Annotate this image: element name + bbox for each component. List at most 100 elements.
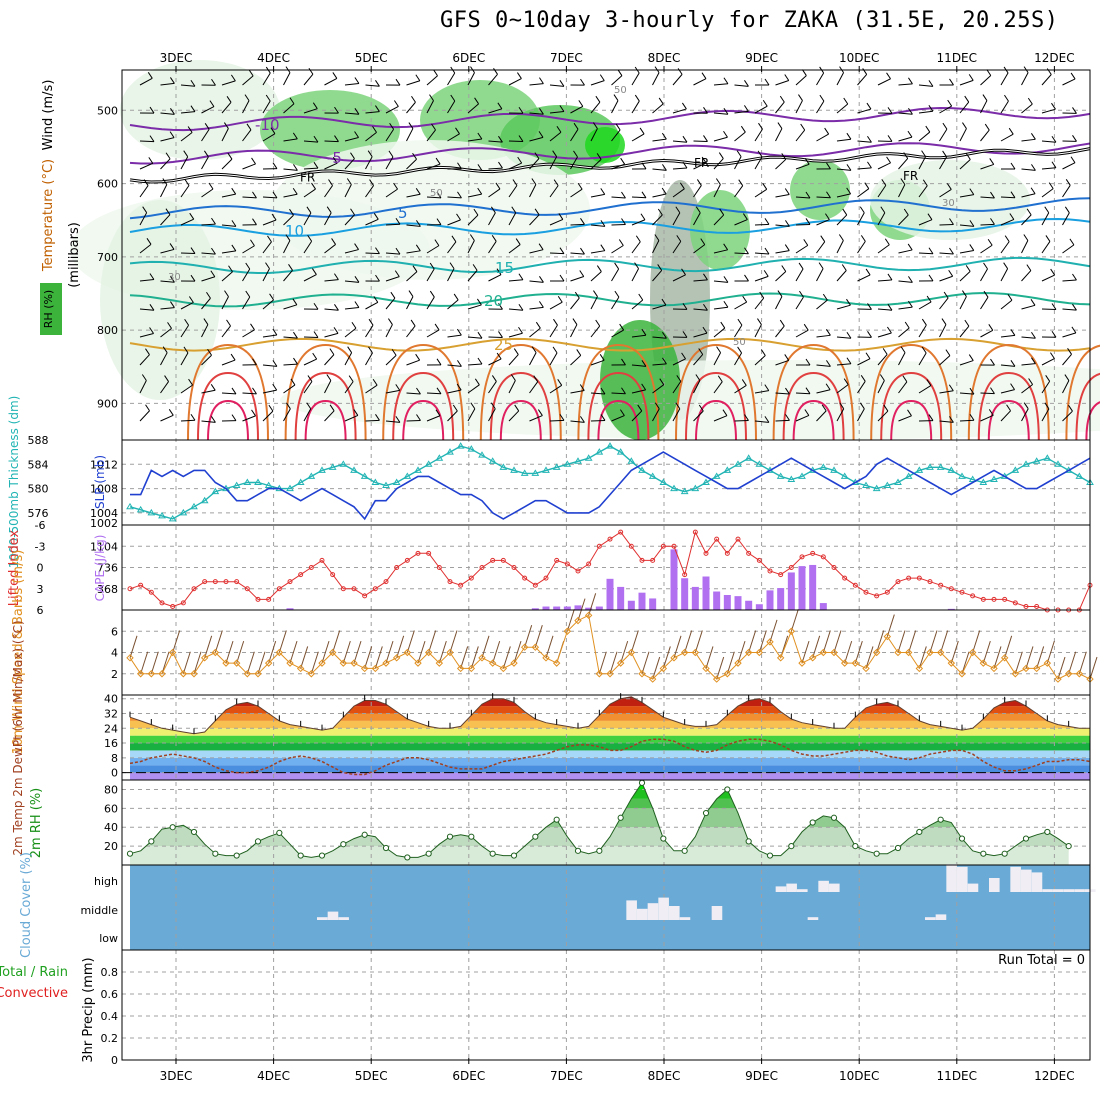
- wind-barb: [283, 103, 295, 114]
- warm-contour: [587, 371, 650, 441]
- wind-barb: [672, 140, 687, 143]
- wind-speed-point: [798, 659, 806, 667]
- wind-barb-10m: [1046, 640, 1055, 664]
- wind-barb: [570, 355, 582, 366]
- wind-barb: [447, 100, 456, 114]
- wind-barb-feather: [881, 179, 887, 186]
- wind-barb-feather: [1067, 348, 1072, 355]
- wind-barb: [1021, 72, 1029, 86]
- lifted-index-point: [863, 589, 869, 595]
- wind-barb: [344, 327, 357, 338]
- wind-barb-feather: [989, 158, 995, 165]
- wind-barb: [344, 352, 353, 366]
- wind-barb-feather: [577, 182, 583, 190]
- wind-barb: [262, 299, 274, 310]
- wind-barb-feather: [490, 402, 496, 410]
- wind-speed-point: [990, 664, 998, 673]
- wind-barb-feather: [941, 318, 947, 325]
- pressure-tick: 900: [97, 397, 118, 410]
- wind-barb-feather: [498, 303, 503, 310]
- wind-barb: [734, 219, 748, 226]
- wind-barb: [344, 249, 359, 254]
- precip-tick: 0.6: [101, 988, 119, 1001]
- wind-barb-feather: [1010, 360, 1016, 367]
- wind-barb: [816, 389, 831, 394]
- wind-barb: [857, 74, 868, 86]
- lifted-index-point: [287, 579, 293, 585]
- lifted-index-point: [415, 550, 421, 556]
- wind-barb-feather: [457, 360, 462, 367]
- wind-barb: [426, 245, 440, 254]
- wind-barb: [1062, 410, 1073, 422]
- rh2m-point: [361, 831, 368, 838]
- wind-barb-feather: [701, 156, 707, 164]
- wind-barb: [754, 297, 765, 310]
- wind-barb-feather: [886, 156, 891, 164]
- wind-barb: [139, 243, 152, 254]
- wind-barb: [221, 325, 231, 338]
- temp-band: [130, 706, 1090, 714]
- wind-speed-point: [894, 648, 902, 657]
- wind-barb: [1021, 408, 1029, 422]
- wind-barb-10m: [790, 609, 799, 632]
- wind-barb: [713, 280, 728, 283]
- wind-speed-point: [915, 664, 924, 673]
- wind-speed-point: [414, 659, 422, 667]
- wind-barb-feather: [779, 95, 785, 103]
- wind-barb: [590, 359, 605, 366]
- wind-barb-feather: [477, 331, 483, 339]
- wind-barb-feather: [1070, 72, 1076, 80]
- temp-tick: 0: [111, 767, 118, 780]
- wind-barb: [693, 354, 704, 366]
- wind-barb-feather: [1072, 303, 1077, 311]
- wind-barb-feather: [531, 346, 537, 353]
- wind-barb: [652, 214, 663, 226]
- wind-barb-feather: [943, 291, 949, 299]
- thickness-point: [371, 478, 380, 485]
- wind-barb-feather: [206, 291, 211, 299]
- wind-barb: [447, 72, 456, 86]
- wind-barb: [570, 420, 585, 423]
- wind-barb: [754, 188, 767, 198]
- wind-barb: [447, 334, 462, 338]
- wind-barb-feather: [434, 239, 440, 246]
- wind-barb-feather: [469, 234, 475, 241]
- wind-barb: [365, 218, 379, 226]
- wind-speed-point: [126, 654, 134, 662]
- cape-bar: [574, 605, 582, 610]
- wind-barb-feather: [820, 235, 826, 242]
- thickness-point: [798, 472, 806, 479]
- wind-barb-10m: [620, 640, 629, 664]
- date-label-bottom: 3DEC: [160, 1069, 193, 1083]
- rh2m-point: [830, 814, 838, 821]
- wind-barb: [939, 156, 948, 170]
- precip-legend-total: Total / Rain: [0, 965, 68, 980]
- rh2m-point: [574, 847, 582, 854]
- wind-speed-point: [574, 616, 582, 625]
- thickness-point: [328, 463, 337, 470]
- wind-barb: [385, 276, 400, 282]
- wind-barb-10m: [396, 635, 405, 658]
- wind-barb: [1041, 140, 1056, 143]
- cape-bar: [755, 604, 763, 610]
- wind-barb: [816, 410, 827, 422]
- wind-barb: [857, 212, 865, 226]
- wind-barb: [1041, 381, 1051, 394]
- date-label-bottom: 11DEC: [937, 1069, 977, 1083]
- wind-barb: [201, 297, 211, 310]
- wind-barb-feather: [573, 122, 579, 130]
- thickness-point: [339, 460, 348, 467]
- lifted-index-point: [788, 565, 794, 570]
- cloud-bar: [925, 917, 936, 920]
- wind-barb-feather: [495, 182, 501, 190]
- wind-barb-feather: [579, 384, 585, 391]
- wind-barb: [344, 137, 359, 142]
- wind-barb-feather: [230, 74, 236, 82]
- wind-barb: [980, 163, 994, 170]
- thickness-point: [350, 466, 358, 473]
- wind-speed-point: [158, 670, 166, 678]
- wind-barb: [1041, 274, 1055, 282]
- wind-barb: [324, 140, 339, 143]
- wind-barb: [549, 324, 558, 338]
- wind-barb-feather: [457, 191, 462, 199]
